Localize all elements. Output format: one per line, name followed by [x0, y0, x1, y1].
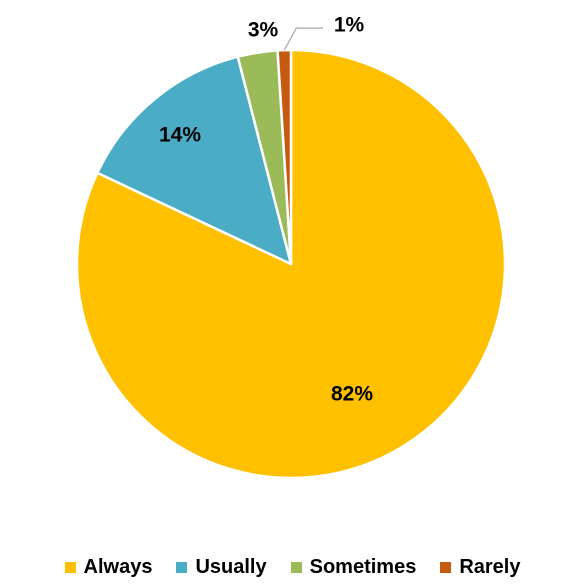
- legend-label-usually: Usually: [195, 555, 267, 578]
- legend-label-rarely: Rarely: [459, 555, 521, 578]
- legend-item-usually: Usually: [176, 555, 267, 579]
- legend-item-rarely: Rarely: [440, 556, 520, 579]
- leader-lines: [283, 27, 323, 51]
- legend-swatch-sometimes: [290, 561, 302, 573]
- data-label-usually: 14%: [159, 124, 201, 147]
- legend-item-always: Always: [64, 555, 153, 579]
- pie-slices: [75, 48, 507, 480]
- leader-line-rarely: [283, 27, 323, 51]
- legend-swatch-rarely: [440, 561, 452, 573]
- data-label-always: 82%: [331, 383, 373, 406]
- pie-slice-always: [75, 48, 507, 480]
- data-label-sometimes: 3%: [248, 19, 279, 42]
- data-label-rarely: 1%: [334, 14, 365, 37]
- chart-legend: Always Usually Sometimes Rarely: [0, 552, 585, 582]
- legend-label-always: Always: [83, 555, 153, 578]
- pie-slice-usually: [96, 55, 293, 266]
- data-labels: 82% 14% 3% 1%: [159, 14, 373, 406]
- legend-item-sometimes: Sometimes: [290, 555, 417, 579]
- legend-swatch-usually: [176, 561, 188, 573]
- legend-swatch-always: [64, 561, 76, 573]
- legend-label-sometimes: Sometimes: [309, 555, 417, 578]
